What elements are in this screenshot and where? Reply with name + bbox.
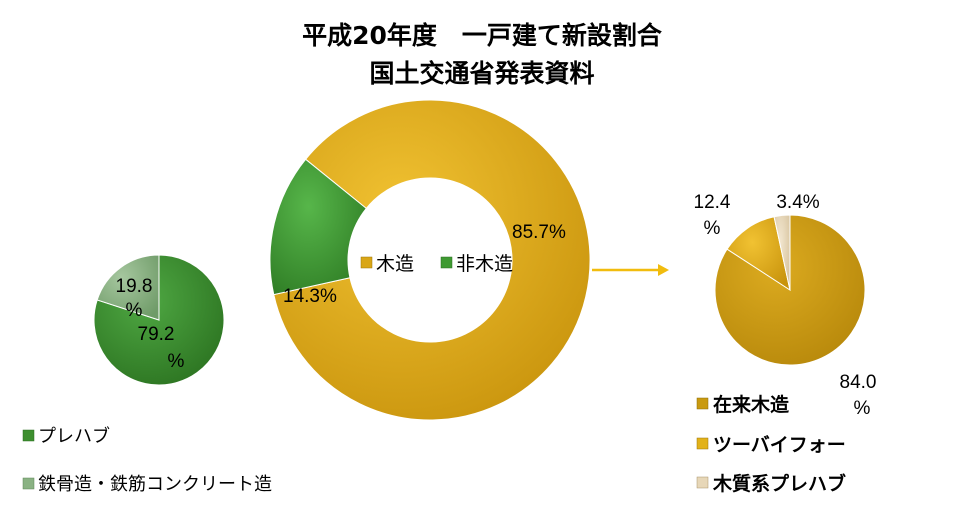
donut-slice-wood [273, 99, 591, 421]
right-pie-slice-woodprefab [773, 214, 791, 291]
donut-legend: 木造 非木造 [360, 253, 513, 275]
right-pie-label-conventional-line1: 84.0 [840, 372, 877, 393]
donut-label-nonwood: 14.3% [283, 286, 337, 307]
left-pie-label-steel-line2: % [126, 300, 143, 321]
left-pie-legend: プレハブ 鉄骨造・鉄筋コンクリート造 [22, 425, 272, 495]
legend-label-prefab: プレハブ [38, 425, 110, 447]
left-pie-chart [93, 254, 225, 386]
legend-swatch-wood [360, 256, 373, 269]
right-pie-label-twobyfour-line1: 12.4 [694, 192, 731, 213]
right-pie-label-conventional-line2: % [854, 398, 871, 419]
left-pie-label-prefab-line1: 79.2 [138, 324, 175, 345]
legend-swatch-twobyfour [696, 437, 709, 450]
main-donut-chart [269, 99, 591, 421]
right-pie-legend: 在来木造 ツーバイフォー 木質系プレハブ [696, 393, 846, 495]
legend-label-woodprefab: 木質系プレハブ [712, 472, 846, 495]
right-pie-slice-conventional [714, 214, 866, 366]
legend-label-wood: 木造 [376, 253, 414, 275]
legend-label-steel: 鉄骨造・鉄筋コンクリート造 [38, 474, 272, 495]
legend-label-conventional: 在来木造 [713, 393, 790, 416]
arrow-to-wood-breakdown [592, 264, 669, 276]
right-pie-label-woodprefab: 3.4% [776, 192, 819, 213]
legend-swatch-woodprefab [696, 476, 709, 489]
chart-title-line-2: 国土交通省発表資料 [369, 59, 594, 88]
legend-swatch-conventional [696, 397, 709, 410]
left-pie-label-prefab-line2: % [168, 351, 185, 372]
right-pie-label-twobyfour-line2: % [704, 218, 721, 239]
donut-label-wood: 85.7% [512, 222, 566, 243]
donut-slice-nonwood [269, 158, 367, 296]
right-pie-chart [714, 214, 866, 366]
legend-swatch-nonwood [440, 256, 453, 269]
legend-label-nonwood: 非木造 [456, 253, 513, 275]
chart-title-line-1: 平成20年度 一戸建て新設割合 [302, 21, 663, 50]
left-pie-label-steel-line1: 19.8 [116, 276, 153, 297]
legend-swatch-steel [22, 477, 35, 490]
right-pie-slice-twobyfour [726, 216, 791, 292]
left-pie-slice-prefab [93, 254, 225, 386]
legend-label-twobyfour: ツーバイフォー [713, 434, 846, 456]
left-pie-slice-steel [96, 254, 160, 321]
legend-swatch-prefab [22, 429, 35, 442]
